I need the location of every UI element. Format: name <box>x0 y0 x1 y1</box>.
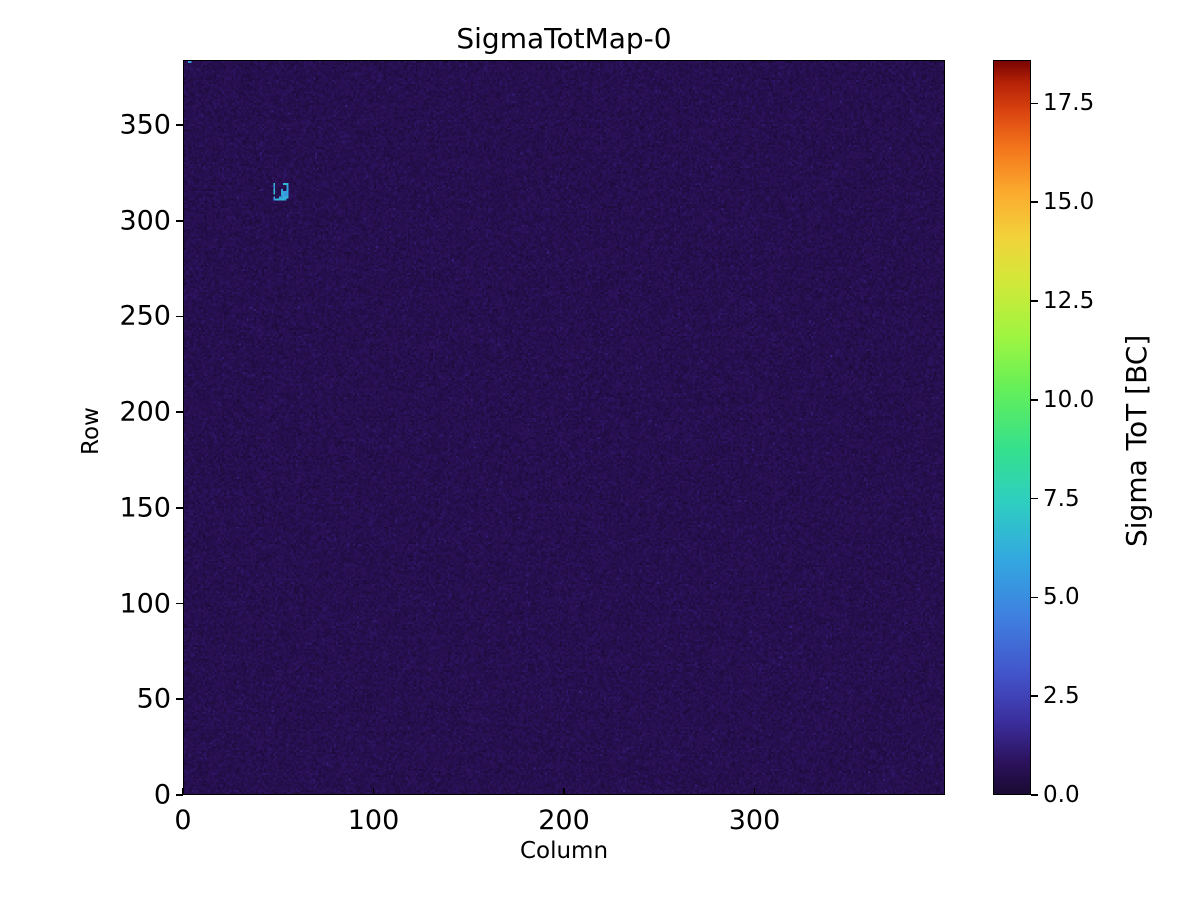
colorbar-tick-mark <box>1031 399 1038 401</box>
x-tick-label: 0 <box>174 805 192 836</box>
colorbar <box>993 60 1031 795</box>
y-tick-mark <box>176 794 183 796</box>
y-axis-title: Row <box>78 407 104 455</box>
page-title: SigmaTotMap-0 <box>456 22 672 55</box>
colorbar-tick-label: 2.5 <box>1043 683 1080 710</box>
y-tick-label: 350 <box>119 109 171 141</box>
colorbar-tick-label: 15.0 <box>1043 189 1095 216</box>
colorbar-tick-mark <box>1031 201 1038 204</box>
y-tick-mark <box>176 124 183 126</box>
x-tick-label: 200 <box>538 805 590 836</box>
y-tick-mark <box>176 411 183 413</box>
x-tick-mark <box>372 788 375 795</box>
x-tick-label: 300 <box>728 805 781 836</box>
y-tick-mark <box>176 315 183 318</box>
y-tick-mark <box>176 507 183 509</box>
colorbar-tick-mark <box>1031 497 1038 500</box>
x-tick-mark <box>182 788 184 795</box>
colorbar-gradient <box>994 61 1030 794</box>
y-tick-label: 50 <box>136 683 171 715</box>
colorbar-tick-mark <box>1031 300 1038 302</box>
y-tick-label: 150 <box>119 492 171 524</box>
x-tick-mark <box>563 788 565 795</box>
heatmap-axes <box>183 60 945 795</box>
colorbar-tick-mark <box>1031 794 1038 796</box>
colorbar-tick-label: 17.5 <box>1043 90 1095 117</box>
y-tick-label: 300 <box>119 205 171 237</box>
colorbar-tick-label: 5.0 <box>1043 584 1080 611</box>
colorbar-tick-label: 12.5 <box>1043 288 1095 315</box>
colorbar-tick-label: 7.5 <box>1043 485 1080 512</box>
colorbar-tick-mark <box>1031 102 1038 105</box>
y-tick-mark <box>176 602 183 605</box>
y-tick-mark <box>176 219 183 222</box>
x-tick-label: 100 <box>347 805 400 836</box>
y-tick-label: 100 <box>119 588 171 620</box>
y-tick-label: 0 <box>153 779 171 811</box>
colorbar-tick-mark <box>1031 695 1038 697</box>
colorbar-tick-label: 10.0 <box>1043 386 1095 413</box>
y-tick-label: 200 <box>119 396 171 428</box>
colorbar-title: Sigma ToT [BC] <box>1120 334 1153 547</box>
colorbar-tick-label: 0.0 <box>1043 782 1080 808</box>
heatmap-image <box>184 61 944 794</box>
colorbar-tick-mark <box>1031 596 1038 599</box>
y-tick-label: 250 <box>119 300 171 332</box>
x-axis-title: Column <box>519 838 609 864</box>
x-tick-mark <box>753 788 756 795</box>
y-tick-mark <box>176 698 183 701</box>
